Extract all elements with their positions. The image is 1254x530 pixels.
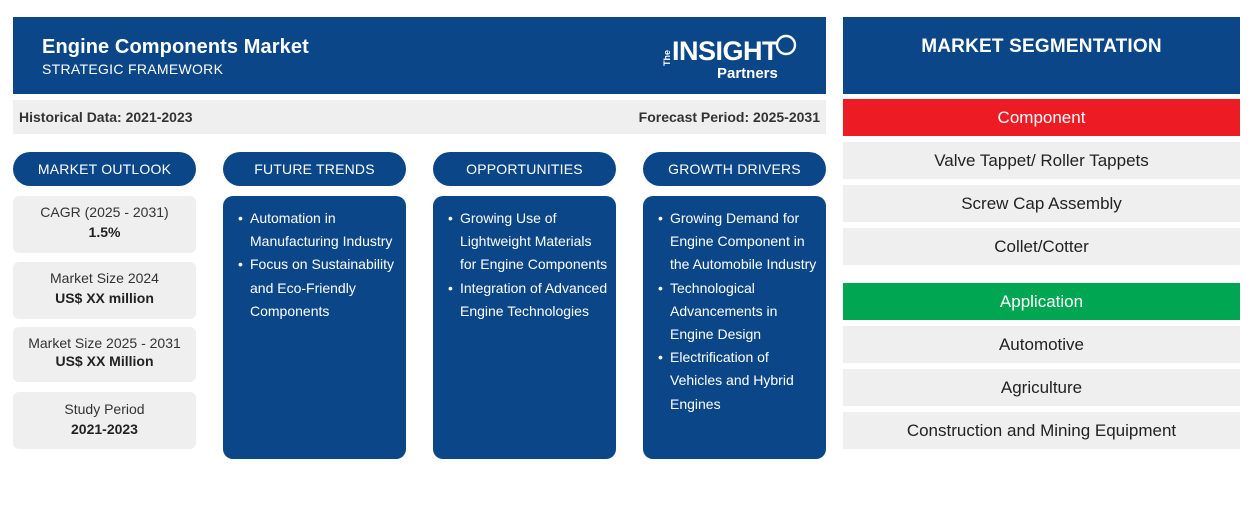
market-size-2024-label: Market Size 2024 <box>50 270 159 286</box>
driver-item: Electrification of Vehicles and Hybrid E… <box>658 346 820 416</box>
market-size-forecast-label: Market Size 2025 - 2031 <box>28 335 181 351</box>
study-period-label: Study Period <box>64 401 145 417</box>
cagr-value: 1.5% <box>88 224 121 240</box>
segment-item: Screw Cap Assembly <box>843 185 1240 222</box>
future-trends-pill: FUTURE TRENDS <box>223 152 406 186</box>
growth-drivers-panel: Growing Demand for Engine Component in t… <box>643 196 826 459</box>
driver-item: Technological Advancements in Engine Des… <box>658 277 820 347</box>
segment-component-header: Component <box>843 99 1240 136</box>
opportunities-list: Growing Use of Lightweight Materials for… <box>448 207 610 323</box>
market-size-2024-box: Market Size 2024 US$ XX million <box>13 262 196 319</box>
segment-item: Construction and Mining Equipment <box>843 412 1240 449</box>
insight-partners-logo: The INSIGHT Partners <box>662 34 802 82</box>
market-size-forecast-box: Market Size 2025 - 2031 US$ XX Million <box>13 327 196 382</box>
cagr-label: CAGR (2025 - 2031) <box>40 204 169 220</box>
segment-item: Collet/Cotter <box>843 228 1240 265</box>
growth-drivers-pill: GROWTH DRIVERS <box>643 152 826 186</box>
future-trends-list: Automation in Manufacturing Industry Foc… <box>238 207 400 323</box>
logo-the: The <box>662 49 672 66</box>
trend-item: Automation in Manufacturing Industry <box>238 207 400 253</box>
market-size-2024-value: US$ XX million <box>55 290 154 306</box>
opportunity-item: Growing Use of Lightweight Materials for… <box>448 207 610 277</box>
historical-data: Historical Data: 2021-2023 <box>19 109 193 125</box>
market-segmentation-header: MARKET SEGMENTATION <box>843 17 1240 94</box>
segment-item: Agriculture <box>843 369 1240 406</box>
driver-item: Growing Demand for Engine Component in t… <box>658 207 820 277</box>
report-header: Engine Components Market STRATEGIC FRAME… <box>13 17 826 94</box>
cagr-box: CAGR (2025 - 2031) 1.5% <box>13 196 196 253</box>
report-subtitle: STRATEGIC FRAMEWORK <box>42 61 224 77</box>
future-trends-panel: Automation in Manufacturing Industry Foc… <box>223 196 406 459</box>
period-bar: Historical Data: 2021-2023 Forecast Peri… <box>13 100 826 134</box>
segment-item: Valve Tappet/ Roller Tappets <box>843 142 1240 179</box>
opportunities-pill: OPPORTUNITIES <box>433 152 616 186</box>
logo-partners: Partners <box>717 65 778 82</box>
growth-drivers-list: Growing Demand for Engine Component in t… <box>658 207 820 416</box>
study-period-value: 2021-2023 <box>71 421 138 437</box>
forecast-period: Forecast Period: 2025-2031 <box>638 109 820 125</box>
report-title: Engine Components Market <box>42 36 309 58</box>
segment-item: Automotive <box>843 326 1240 363</box>
opportunity-item: Integration of Advanced Engine Technolog… <box>448 277 610 323</box>
market-size-forecast-value: US$ XX Million <box>55 353 154 369</box>
trend-item: Focus on Sustainability and Eco-Friendly… <box>238 253 400 323</box>
logo-bulb-icon <box>775 34 797 56</box>
segment-application-header: Application <box>843 283 1240 320</box>
opportunities-panel: Growing Use of Lightweight Materials for… <box>433 196 616 459</box>
study-period-box: Study Period 2021-2023 <box>13 392 196 449</box>
market-outlook-pill: MARKET OUTLOOK <box>13 152 196 186</box>
logo-insight: INSIGHT <box>672 36 779 66</box>
